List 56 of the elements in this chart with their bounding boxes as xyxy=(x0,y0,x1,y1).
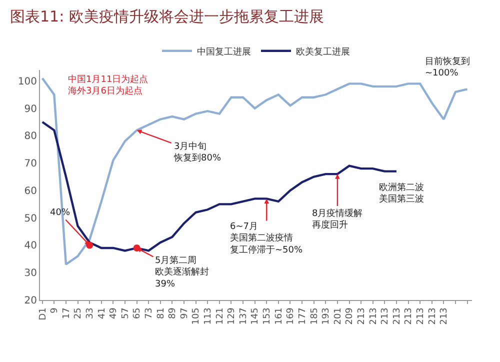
x-tick-label: 113 xyxy=(204,308,214,325)
x-tick-label: 137 xyxy=(238,308,249,325)
x-tick-label: 213 xyxy=(404,308,414,325)
x-tick-label: 169 xyxy=(286,307,296,325)
x-tick-label: 73 xyxy=(144,308,155,320)
y-tick-label: 60 xyxy=(24,186,37,197)
y-tick-label: 50 xyxy=(24,213,37,224)
x-tick-label: 65 xyxy=(132,308,143,320)
x-tick-label: 17 xyxy=(62,308,72,320)
x-tick-label: 41 xyxy=(97,308,108,320)
x-tick-label: 213 xyxy=(416,308,426,325)
x-tick-label: 33 xyxy=(85,308,96,320)
x-tick-label: 105 xyxy=(192,308,202,325)
y-tick-label: 20 xyxy=(24,296,37,306)
legend-label: 欧美复工进展 xyxy=(296,46,350,58)
annotation: 欧洲第二波美国第三波 xyxy=(379,182,424,205)
x-tick-label: 25 xyxy=(74,308,84,320)
x-tick-label: 57 xyxy=(120,308,131,320)
x-tick-label: 213 xyxy=(440,308,450,325)
x-tick-label: 213 xyxy=(368,308,379,325)
annotation: 目前恢复到~100% xyxy=(425,56,470,79)
x-tick-label: 213 xyxy=(380,308,391,325)
annotation: 40% xyxy=(50,208,70,218)
y-tick-label: 100 xyxy=(18,76,37,88)
x-tick-label: 89 xyxy=(168,307,178,320)
x-tick-label: 129 xyxy=(227,307,238,325)
line-series xyxy=(41,120,398,252)
x-tick-label: 209 xyxy=(345,307,356,325)
x-tick-label: 185 xyxy=(310,308,320,325)
annotation: 中国1月11日为起点海外3月6日为起点 xyxy=(68,74,148,97)
legend-label: 中国复工进展 xyxy=(197,46,251,58)
x-tick-label: 213 xyxy=(392,308,402,325)
x-tick-label: 9 xyxy=(50,307,60,314)
x-tick-label: 213 xyxy=(428,308,438,325)
y-tick-label: 30 xyxy=(24,268,37,280)
x-tick-label: 153 xyxy=(262,308,273,325)
x-tick-label: 121 xyxy=(215,308,226,325)
chart-title: 图表11: 欧美疫情升级将会进一步拖累复工进展 xyxy=(10,7,324,26)
annotation: 5月第二周欧美逐渐解封39% xyxy=(155,255,209,290)
x-tick-label: 81 xyxy=(156,308,166,320)
x-tick-label: 177 xyxy=(298,308,308,325)
annotation: 6~7月美国第二波疫情复工停滞于~50% xyxy=(230,222,303,256)
annotation: 8月疫情缓解再度回升 xyxy=(312,208,363,231)
x-tick-label: 161 xyxy=(274,308,284,325)
x-tick-label: 193 xyxy=(322,308,332,325)
x-tick-label: 49 xyxy=(109,307,120,320)
y-tick-label: 40 xyxy=(24,240,37,252)
x-tick-label: 213 xyxy=(356,308,367,325)
annotation: 3月中旬恢复到80% xyxy=(173,141,222,164)
y-tick-label: 70 xyxy=(24,158,37,170)
y-tick-label: 80 xyxy=(24,131,37,142)
x-tick-label: 97 xyxy=(180,308,190,320)
x-tick-label: 201 xyxy=(333,308,344,325)
x-tick-label: 145 xyxy=(250,308,261,325)
x-tick-label: D1 xyxy=(38,308,48,320)
y-tick-label: 90 xyxy=(24,104,37,115)
